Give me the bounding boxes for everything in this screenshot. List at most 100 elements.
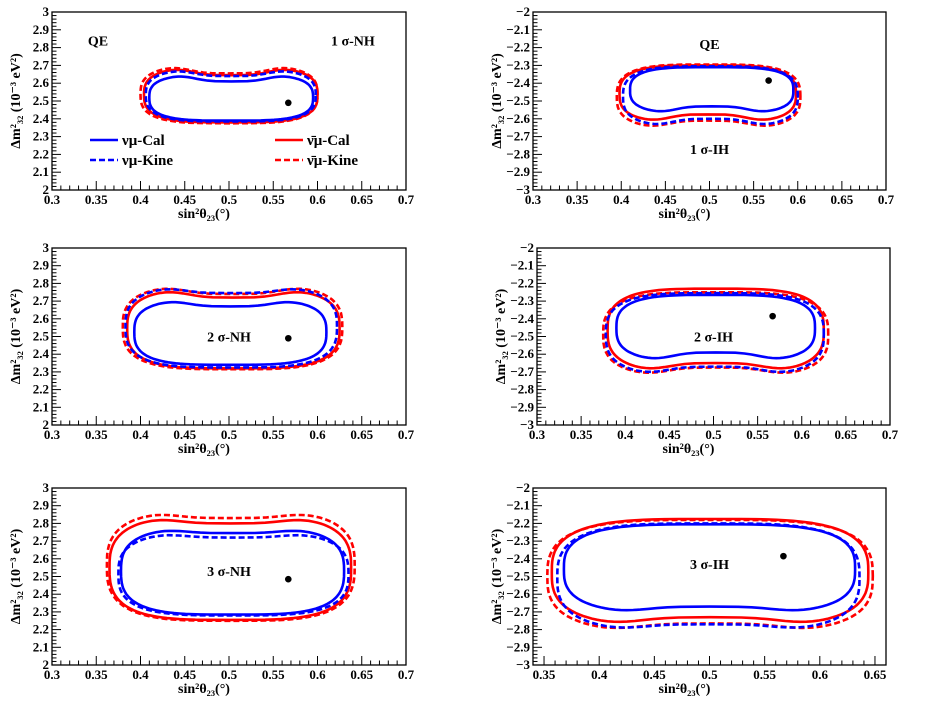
x-tick-label: 0.7 [878,192,895,207]
y-tick-label: 3 [43,240,50,255]
y-tick-label: 2.9 [33,258,50,273]
y-tick-label: −2.1 [510,258,534,273]
y-tick-label: −2.8 [510,382,534,397]
x-tick-label: 0.65 [350,192,373,207]
y-tick-label: 2.3 [33,364,50,379]
x-tick-label: 0.7 [882,427,899,442]
x-tick-label: 0.5 [701,192,718,207]
y-tick-label: −2.4 [510,311,534,326]
y-tick-label: −2.5 [506,569,530,584]
x-tick-label: 0.6 [794,427,811,442]
y-tick-label: 2 [43,182,50,197]
x-tick-label: 0.7 [398,427,415,442]
x-tick-label: 0.65 [350,667,373,682]
contour-cal-solid [108,518,353,622]
best-fit-point [765,77,772,84]
x-tick-label: 0.3 [44,667,61,682]
panel-4: 0.3 0.35 0.4 0.45 0.5 0.55 0.6 0.65 0.7 −3 −2.9 −2.… [494,240,899,457]
y-tick-label: −2.2 [506,515,530,530]
x-tick-label: 0.35 [566,192,589,207]
contour-kine-dashed [556,522,861,629]
y-tick-label: 2.4 [33,111,50,126]
x-axis-label: sin²θ₂₃(°) [659,682,711,697]
panel-2: 0.3 0.35 0.4 0.45 0.5 0.55 0.6 0.65 0.7 −3 −2.9 −2.… [490,4,895,222]
y-tick-label: 2.4 [33,346,50,361]
x-tick-label: 0.65 [864,667,887,682]
y-tick-label: 2.1 [33,639,49,654]
contour-cal-solid [148,75,315,122]
x-tick-label: 0.4 [613,192,630,207]
y-tick-label: −2.3 [506,57,530,72]
y-tick-label: 2.6 [33,75,50,90]
y-axis-label: Δm²₃₂ (10⁻³ eV²) [9,288,24,384]
y-tick-label: −2.1 [506,498,530,513]
y-tick-label: −2 [520,240,534,255]
x-tick-label: 0.6 [309,667,326,682]
y-tick-label: 2.7 [33,533,50,548]
x-tick-label: 0.7 [398,667,415,682]
y-axis-label: Δm²₃₂ (10⁻³ eV²) [9,53,24,149]
y-tick-label: 3 [43,480,50,495]
y-tick-label: −2 [516,4,530,19]
contour-kine-dashed [601,291,830,374]
x-tick-label: 0.4 [132,192,149,207]
best-fit-point [769,312,776,320]
x-tick-label: 0.55 [746,427,769,442]
contour-kine-dashed [621,65,800,126]
best-fit-point [780,552,787,560]
x-tick-label: 0.45 [173,427,196,442]
x-tick-label: 0.6 [790,192,807,207]
y-tick-label: −3 [516,182,530,197]
y-tick-label: 2.7 [33,293,50,308]
contour-kine-dashed [144,70,317,123]
y-tick-label: 2.2 [33,622,49,637]
x-tick-label: 0.3 [44,192,61,207]
x-tick-label: 0.3 [44,427,61,442]
contour-kine-dashed [139,66,319,125]
contour-kine-dashed [105,513,356,623]
y-tick-label: −2.2 [506,40,530,55]
x-tick-label: 0.65 [350,427,373,442]
y-axis-label: Δm²₃₂ (10⁻³ eV²) [9,528,24,624]
best-fit-point [284,575,292,583]
x-axis-label: sin²θ₂₃(°) [659,207,711,222]
contour-cal-solid [615,293,817,360]
x-tick-label: 0.3 [529,427,546,442]
y-tick-label: 2.7 [33,57,50,72]
y-tick-label: 3 [43,4,50,19]
panel-annotation: 1 σ-NH [331,34,375,49]
panel-annotation: 1 σ-IH [690,143,729,158]
contour-cal-solid [133,300,328,367]
y-tick-label: 2.2 [33,146,49,161]
panel-1: 0.3 0.35 0.4 0.45 0.5 0.55 0.6 0.65 0.7 2 2.1 2.2 2.… [9,4,415,222]
best-fit-point [284,99,292,107]
contour-cal-solid [628,65,795,113]
y-tick-label: 2.2 [33,382,49,397]
x-tick-label: 0.65 [831,192,854,207]
y-tick-label: 2.8 [33,40,50,55]
y-axis-label: Δm²₃₂ (10⁻³ eV²) [490,528,505,624]
panel-annotation: 2 σ-IH [694,331,733,346]
y-tick-label: −2.7 [510,364,534,379]
x-tick-label: 0.55 [262,667,285,682]
x-tick-label: 0.35 [85,427,108,442]
contour-kine-dashed [117,533,350,617]
y-tick-label: 2.1 [33,164,49,179]
x-tick-label: 0.35 [85,667,108,682]
panel-annotation: 3 σ-NH [207,565,251,580]
legend-label-nubar-kine: ν̄μ-Kine [306,153,358,169]
x-tick-label: 0.35 [533,667,556,682]
panel-3: 0.3 0.35 0.4 0.45 0.5 0.55 0.6 0.65 0.7 2 2.1 2.2 2.… [9,240,415,457]
y-tick-label: 2.3 [33,604,50,619]
y-tick-label: −2.8 [506,146,530,161]
y-tick-label: 2.5 [33,569,50,584]
y-tick-label: 2.5 [33,93,50,108]
x-tick-label: 0.65 [835,427,858,442]
panel-annotation: QE [699,38,719,53]
panel-6: 0.35 0.4 0.45 0.5 0.55 0.6 0.65 −3 −2.9 −2.8 −2.7 −… [490,480,887,697]
y-tick-label: 2.3 [33,129,50,144]
x-tick-label: 0.55 [753,667,776,682]
panel-5: 0.3 0.35 0.4 0.45 0.5 0.55 0.6 0.65 0.7 2 2.1 2.2 2.… [9,480,415,697]
contour-kine-dashed [604,291,826,374]
y-tick-label: −2.2 [510,275,534,290]
